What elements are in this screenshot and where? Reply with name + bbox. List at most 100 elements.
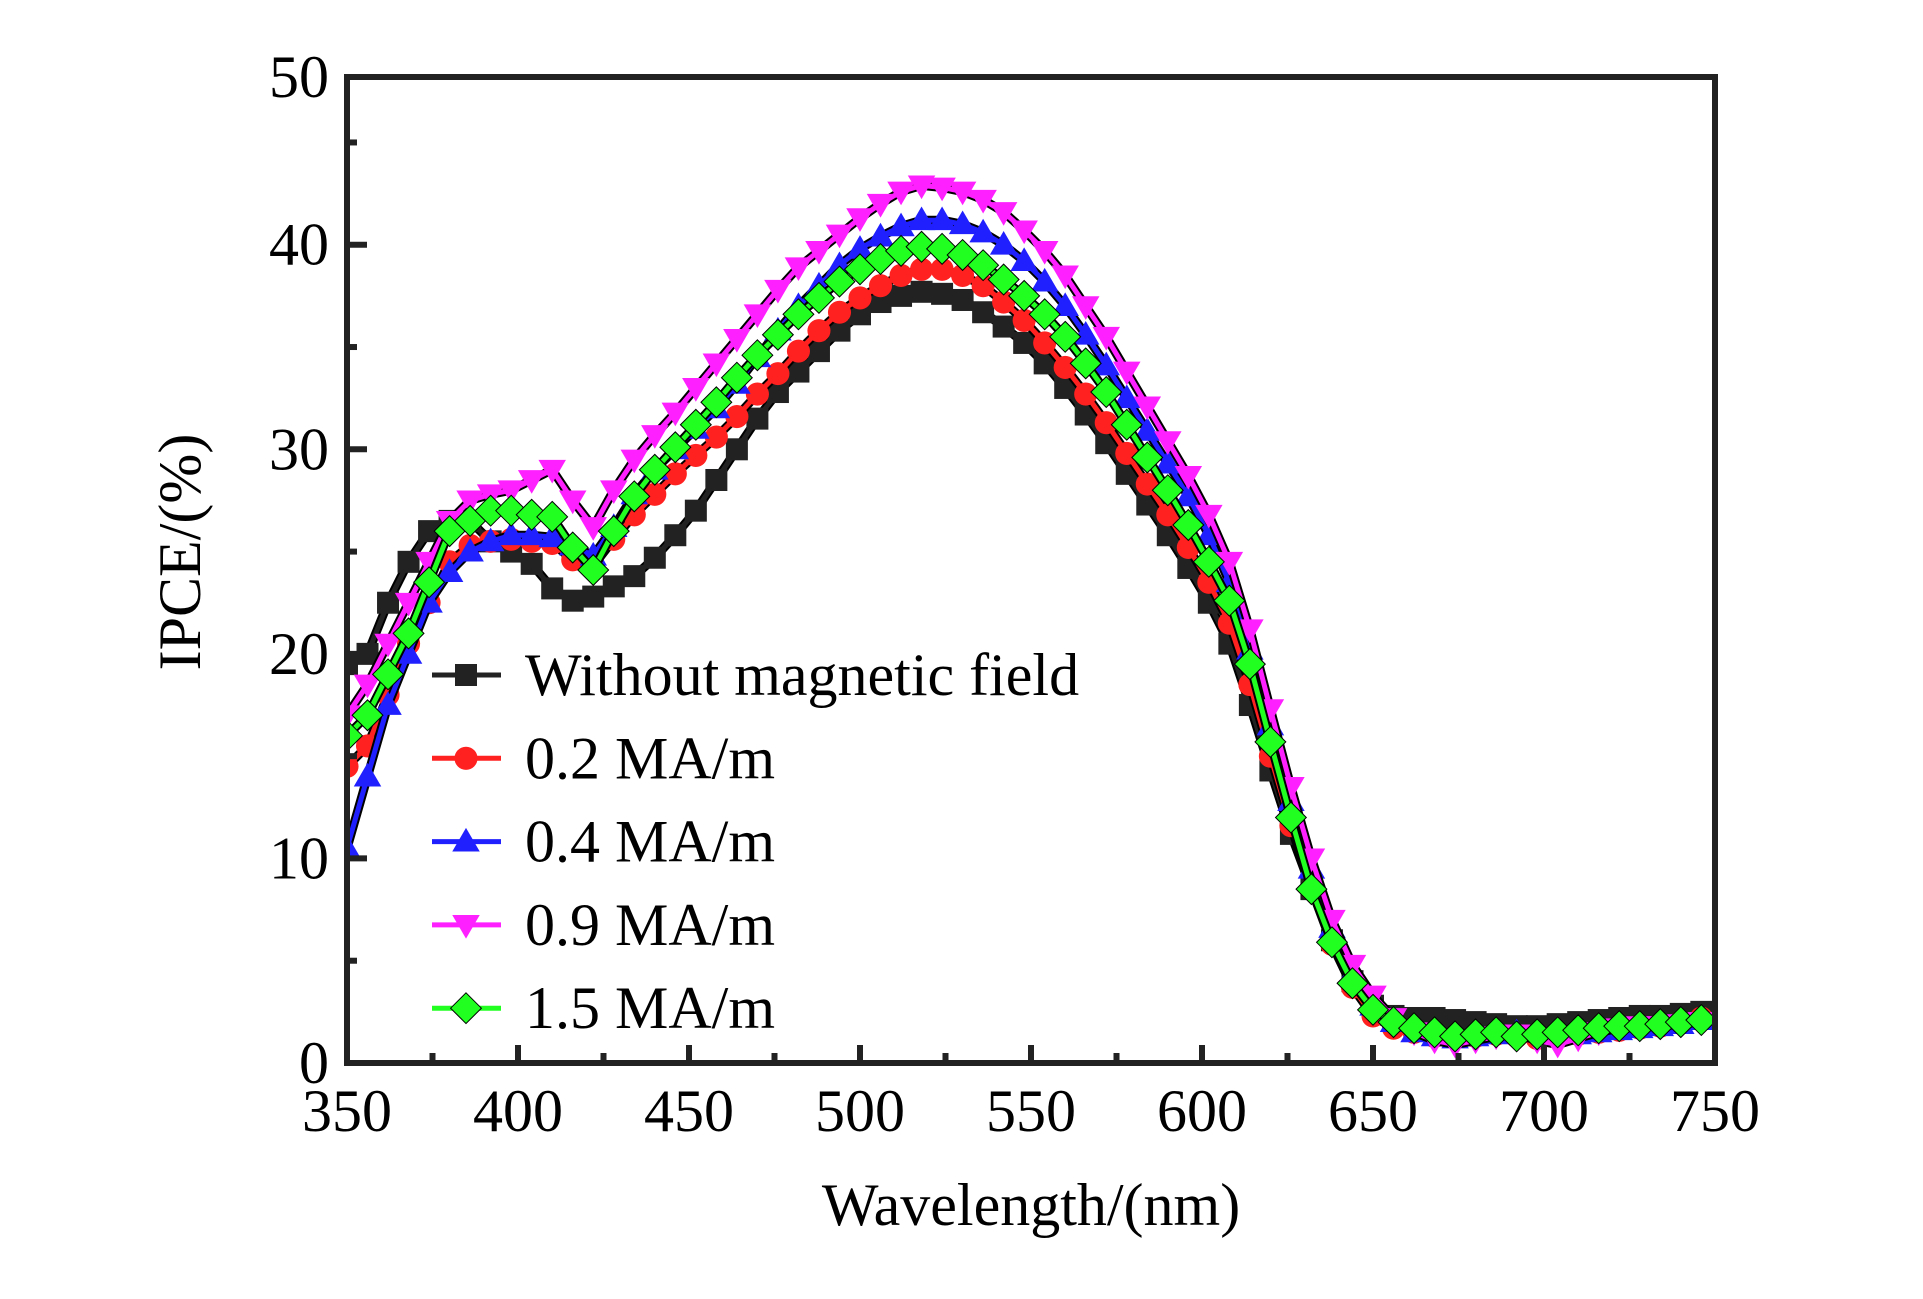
series-1-5-ma-m: [347, 230, 1715, 1053]
data-point: [394, 640, 423, 664]
data-point: [807, 340, 830, 363]
legend-label: 0.4 MA/m: [525, 809, 775, 875]
data-point: [1008, 279, 1041, 312]
data-point: [497, 480, 525, 504]
y-axis-title: IPCE/(%): [147, 434, 213, 671]
data-point: [807, 319, 831, 343]
data-point: [684, 443, 708, 467]
data-point: [435, 558, 464, 582]
data-point: [1071, 296, 1100, 320]
data-point: [1092, 326, 1120, 351]
data-point: [1051, 265, 1079, 290]
data-point: [1154, 449, 1182, 474]
data-point: [620, 449, 649, 474]
legend-marker-icon: [449, 992, 483, 1025]
data-point: [786, 339, 810, 363]
data-point: [1295, 873, 1328, 906]
x-tick-label: 550: [986, 1078, 1076, 1144]
data-point: [766, 362, 790, 386]
data-point: [1233, 647, 1266, 681]
data-point: [579, 517, 607, 541]
data-point: [347, 719, 364, 752]
data-point: [1013, 331, 1036, 354]
data-point: [825, 224, 854, 249]
data-point: [746, 407, 769, 430]
legend-label: 0.9 MA/m: [525, 892, 775, 958]
data-point: [907, 206, 936, 231]
data-point: [356, 642, 379, 665]
data-point: [1030, 267, 1059, 292]
data-point: [868, 274, 893, 298]
data-point: [476, 527, 505, 552]
data-point: [641, 425, 669, 449]
data-point: [846, 208, 874, 232]
data-point: [517, 470, 546, 494]
data-point: [948, 181, 977, 206]
data-point: [541, 577, 564, 600]
data-point: [1053, 355, 1077, 380]
data-point: [969, 189, 997, 214]
data-point: [846, 235, 874, 259]
data-point: [828, 319, 851, 342]
data-point: [889, 263, 913, 287]
data-point: [515, 498, 548, 531]
data-point: [1054, 376, 1077, 399]
data-point: [556, 531, 589, 564]
data-point: [663, 462, 687, 486]
y-axis-ticks: 0 10 20 30 40 50: [269, 44, 367, 1096]
x-tick-label: 600: [1157, 1078, 1247, 1144]
data-point: [1110, 408, 1143, 441]
data-point: [946, 238, 979, 272]
data-point: [371, 658, 405, 691]
data-point: [682, 378, 710, 402]
data-point: [1254, 725, 1287, 758]
y-tick-label: 20: [269, 621, 329, 687]
data-point: [643, 546, 666, 569]
data-point: [1131, 441, 1164, 474]
data-point: [931, 282, 954, 305]
legend-label: 1.5 MA/m: [525, 975, 775, 1041]
data-point: [1115, 441, 1139, 465]
data-point: [684, 499, 707, 522]
data-point: [766, 381, 789, 404]
data-point: [558, 490, 587, 515]
data-point: [1195, 504, 1223, 529]
data-point: [992, 315, 1015, 338]
y-tick-label: 0: [299, 1030, 329, 1096]
x-tick-label: 650: [1328, 1078, 1418, 1144]
data-point: [497, 521, 525, 546]
data-point: [930, 257, 954, 281]
data-point: [1172, 508, 1205, 542]
data-point: [866, 222, 895, 247]
data-point: [1418, 1016, 1451, 1049]
data-point: [967, 249, 1000, 282]
data-point: [723, 328, 751, 353]
x-tick-label: 750: [1670, 1078, 1760, 1144]
data-point: [741, 339, 774, 372]
data-point: [392, 617, 425, 650]
data-point: [910, 280, 933, 303]
data-point: [353, 762, 382, 787]
data-point: [887, 181, 915, 206]
data-point: [784, 257, 813, 281]
data-point: [951, 263, 975, 287]
data-point: [1151, 474, 1184, 507]
y-tick-label: 50: [269, 44, 329, 110]
data-point: [1315, 926, 1349, 959]
data-point: [1113, 361, 1141, 386]
data-point: [907, 175, 936, 200]
data-point: [823, 265, 856, 298]
data-point: [1074, 382, 1098, 406]
data-point: [1092, 351, 1120, 376]
data-point: [890, 284, 913, 307]
data-point: [782, 298, 815, 331]
data-point: [700, 386, 733, 419]
y-tick-label: 30: [269, 416, 329, 482]
data-point: [802, 281, 836, 315]
data-point: [1154, 431, 1182, 455]
legend-label: Without magnetic field: [525, 642, 1079, 708]
data-point: [1192, 545, 1225, 578]
data-point: [1133, 417, 1162, 441]
data-point: [412, 566, 446, 599]
